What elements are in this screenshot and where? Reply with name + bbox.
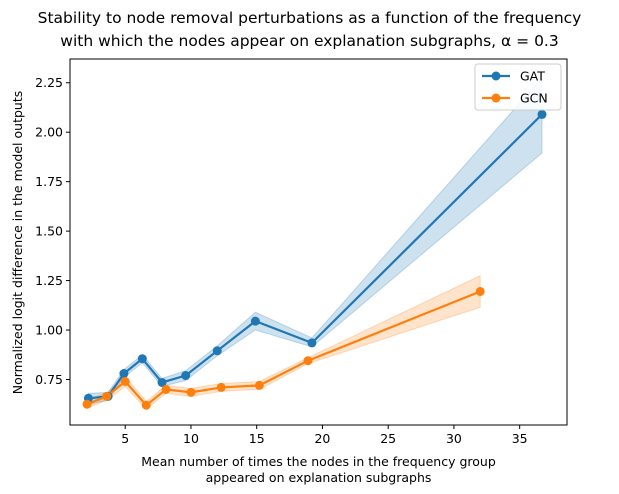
legend-gat-marker	[491, 71, 501, 81]
gcn-data-point	[216, 382, 226, 392]
x-tick-label: 35	[512, 431, 528, 446]
y-axis-label: Normalized logit difference in the model…	[9, 90, 25, 394]
chart-title-line-1: Stability to node removal perturbations …	[37, 9, 582, 27]
x-tick-label: 5	[121, 431, 129, 446]
legend-gat-label: GAT	[520, 69, 545, 84]
gcn-data-point	[82, 399, 92, 409]
x-tick-label: 15	[249, 431, 265, 446]
gat-data-point	[212, 346, 222, 356]
x-tick-label: 30	[446, 431, 462, 446]
y-tick-label: 1.25	[35, 273, 63, 288]
gat-data-point	[537, 109, 547, 119]
gcn-data-point	[186, 387, 196, 397]
y-tick-label: 2.00	[35, 125, 63, 140]
gat-data-point	[157, 377, 167, 387]
gcn-data-point	[303, 356, 313, 366]
gat-data-point	[137, 354, 147, 364]
gat-series-line	[88, 113, 543, 400]
gat-data-point	[119, 369, 129, 379]
gat-data-point	[250, 316, 260, 326]
x-tick-label: 10	[183, 431, 199, 446]
legend: GAT GCN	[474, 63, 562, 111]
gcn-data-point	[141, 400, 151, 410]
legend-gcn-marker	[491, 93, 501, 103]
legend-box	[474, 63, 562, 111]
gcn-data-point	[161, 384, 171, 394]
gcn-data-point	[254, 380, 264, 390]
x-axis-label-line-1: Mean number of times the nodes in the fr…	[141, 454, 496, 469]
y-axis-ticks: 0.75 1.00 1.25 1.50 1.75 2.00 2.25	[35, 75, 70, 387]
y-tick-label: 0.75	[35, 372, 63, 387]
x-axis-label-line-2: appeared on explanation subgraphs	[205, 470, 432, 485]
x-tick-label: 20	[314, 431, 330, 446]
gcn-confidence-band	[86, 274, 481, 410]
gat-data-point	[181, 371, 191, 381]
gcn-data-point	[120, 376, 130, 386]
y-tick-label: 1.00	[35, 323, 63, 338]
series-points	[82, 109, 547, 410]
gat-data-point	[307, 338, 317, 348]
gcn-series-line	[86, 290, 481, 407]
x-tick-label: 25	[380, 431, 396, 446]
plot-frame	[69, 58, 568, 426]
y-tick-label: 2.25	[35, 75, 63, 90]
chart-title-line-2: with which the nodes appear on explanati…	[60, 32, 559, 50]
y-tick-label: 1.50	[35, 224, 63, 239]
y-tick-label: 1.75	[35, 174, 63, 189]
confidence-bands	[86, 76, 543, 410]
legend-gcn-label: GCN	[520, 91, 548, 106]
series-lines	[86, 113, 543, 407]
gcn-data-point	[102, 391, 112, 401]
gcn-data-point	[475, 286, 485, 296]
x-axis-ticks: 5 10 15 20 25 30 35	[121, 425, 528, 446]
